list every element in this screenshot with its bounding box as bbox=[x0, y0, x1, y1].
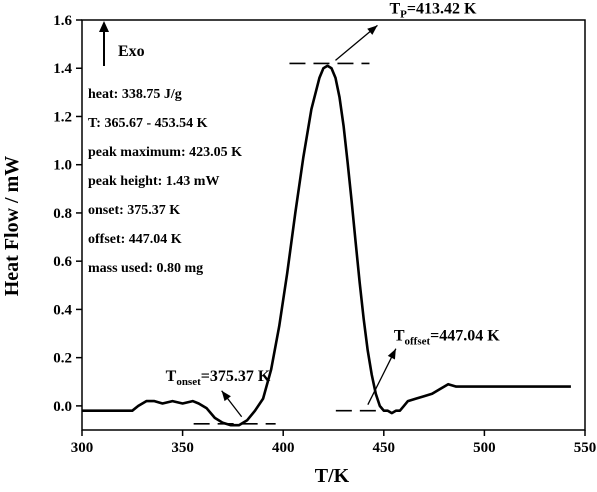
onset-arrow-head-icon bbox=[221, 390, 231, 402]
x-tick-label-0: 300 bbox=[71, 440, 94, 456]
info-heat: heat: 338.75 J/g bbox=[88, 87, 182, 102]
info-peak-height: peak height: 1.43 mW bbox=[88, 174, 219, 189]
exo-label: Exo bbox=[118, 43, 145, 60]
y-tick-label-8: 1.6 bbox=[53, 13, 72, 29]
plot-frame bbox=[81, 19, 586, 431]
plot-axes bbox=[81, 19, 586, 431]
y-axis-label: Heat Flow / mW bbox=[1, 156, 23, 297]
exo-indicator: Exo bbox=[99, 21, 145, 66]
peak-annotation: TP=413.42 K bbox=[389, 0, 477, 20]
info-offset: offset: 447.04 K bbox=[88, 232, 182, 247]
offset-arrow bbox=[367, 348, 397, 405]
curve-layer bbox=[82, 64, 571, 427]
y-tick-label-7: 1.4 bbox=[53, 61, 72, 77]
info-mass-used: mass used: 0.80 mg bbox=[88, 261, 203, 276]
y-tick-label-2: 0.4 bbox=[53, 302, 72, 318]
x-tick-label-1: 350 bbox=[171, 440, 194, 456]
exo-arrowhead-icon bbox=[99, 21, 109, 32]
info-onset: onset: 375.37 K bbox=[88, 203, 180, 218]
y-tick-label-4: 0.8 bbox=[53, 206, 72, 222]
x-tick-label-3: 450 bbox=[373, 440, 396, 456]
y-tick-label-5: 1.0 bbox=[53, 158, 72, 174]
x-tick-label-4: 500 bbox=[473, 440, 496, 456]
axis-ticks: 300 350 400 450 500 550 0.0 0.2 0.4 0.6 0.8 1.0 1.2 1… bbox=[53, 13, 596, 456]
offset-annotation: Toffset=447.04 K bbox=[394, 328, 500, 348]
y-tick-label-3: 0.6 bbox=[53, 254, 72, 270]
annotation-layer: TP=413.42 K Tonset=375.37 K Toffset=447.04… bbox=[166, 0, 500, 425]
offset-arrow-head-icon bbox=[387, 348, 396, 360]
x-tick-label-2: 400 bbox=[272, 440, 295, 456]
info-temperature-range: T: 365.67 - 453.54 K bbox=[88, 116, 208, 131]
x-axis-label: T/K bbox=[315, 465, 350, 487]
y-tick-label-0: 0.0 bbox=[53, 399, 72, 415]
peak-arrow-head-icon bbox=[367, 25, 378, 35]
x-tick-label-5: 550 bbox=[574, 440, 597, 456]
dsc-curve bbox=[82, 64, 571, 427]
onset-annotation: Tonset=375.37 K bbox=[166, 368, 271, 388]
y-tick-label-6: 1.2 bbox=[53, 109, 72, 125]
info-peak-maximum: peak maximum: 423.05 K bbox=[88, 145, 242, 160]
info-block: heat: 338.75 J/g T: 365.67 - 453.54 K pe… bbox=[88, 87, 242, 276]
y-tick-label-1: 0.2 bbox=[53, 351, 72, 367]
